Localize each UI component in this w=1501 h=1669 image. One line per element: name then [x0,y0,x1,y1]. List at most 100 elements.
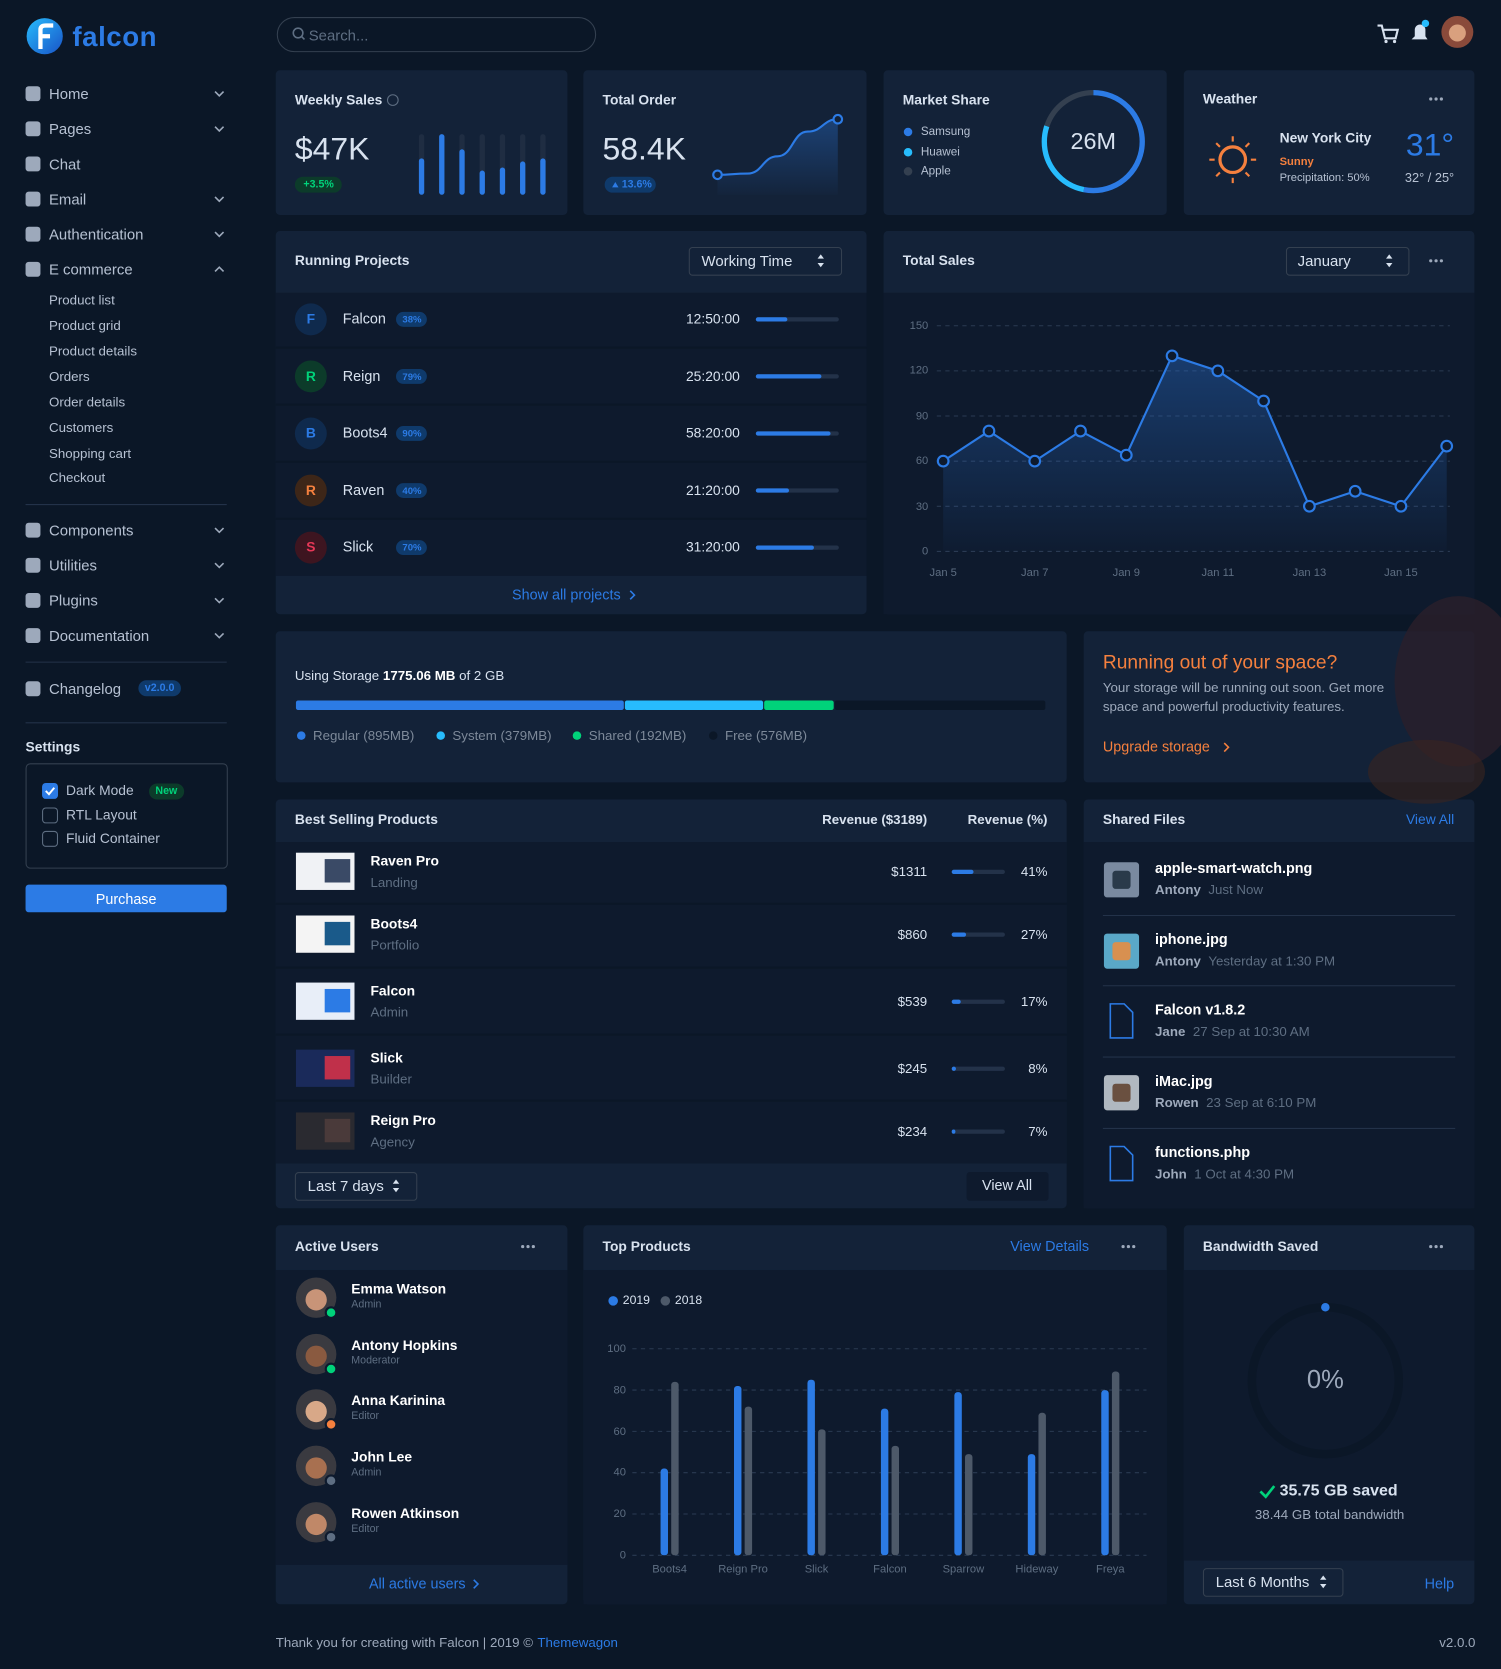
search-box [276,17,597,53]
nav-subitem[interactable]: Product list [48,292,115,308]
purchase-button[interactable]: Purchase [25,884,227,913]
nav-item[interactable]: Authentication [48,225,144,243]
nav-item[interactable]: Components [48,521,134,539]
nav-subitem[interactable]: Order details [48,394,126,410]
nav-item[interactable]: Changelog [48,680,122,698]
nav-item[interactable]: Pages [48,120,92,138]
user-name[interactable]: Antony Hopkins [351,1337,458,1354]
file-thumb-detail [1112,1083,1131,1102]
user-name[interactable]: Anna Karinina [351,1392,446,1409]
x-tick-label: Jan 11 [1201,566,1235,580]
temp-range: 32° / 25° [1404,170,1455,186]
setting-label[interactable]: RTL Layout [66,806,137,823]
setting-label[interactable]: Fluid Container [66,830,160,847]
product-name[interactable]: Reign Pro [370,1112,436,1129]
project-avatar [294,303,327,336]
nav-subitem[interactable]: Orders [48,369,90,385]
change-label: +3.5% [303,178,334,191]
upgrade-link[interactable]: Upgrade storage [1102,738,1210,755]
file-name[interactable]: Falcon v1.8.2 [1155,1001,1246,1018]
select [1285,246,1410,276]
menu-dot [1429,1244,1433,1249]
project-name[interactable]: Boots4 [342,424,388,441]
project-avatar [294,474,327,507]
product-name[interactable]: Raven Pro [370,852,439,869]
kpi-value: 58.4K [602,132,686,168]
nav-subitem[interactable]: Customers [48,420,114,436]
column-header: Revenue ($3189) [822,812,928,828]
help-link[interactable]: Help [1424,1575,1455,1592]
legend-dot [708,731,718,740]
x-tick-label: Falcon [873,1562,907,1576]
nav-subitem[interactable]: Checkout [48,470,106,486]
point [1211,364,1225,378]
search-icon [292,27,304,39]
sun-ray [1215,142,1221,148]
progress-label: 79% [402,371,422,382]
file-name[interactable]: functions.php [1155,1144,1251,1161]
product-name[interactable]: Falcon [370,982,416,999]
select [688,246,843,276]
thumbnail-detail [324,859,351,883]
nav-icon [25,592,41,608]
file-name[interactable]: iMac.jpg [1155,1073,1213,1090]
user-name[interactable]: John Lee [351,1448,413,1465]
footer-link[interactable]: All active users [368,1575,466,1592]
credit: Thank you for creating with Falcon | 201… [275,1635,534,1651]
nav-item[interactable]: Chat [48,155,81,173]
setting-label[interactable]: Dark Mode [66,782,134,799]
share-track [951,999,1005,1004]
brand: falcon [72,20,158,53]
user-name[interactable]: Rowen Atkinson [351,1505,460,1522]
storage-segment [834,700,1046,711]
upgrade-text: Your storage will be running out soon. G… [1102,680,1385,715]
storage-segment [764,700,834,711]
share-label: 7% [1028,1124,1048,1140]
y-tick-label: 60 [915,454,929,468]
file-user: Rowen [1155,1095,1199,1111]
nav-item[interactable]: Plugins [48,591,98,609]
nav-item[interactable]: Home [48,85,89,103]
user-role: Moderator [351,1355,400,1367]
user-face [305,1400,327,1423]
credit-link[interactable]: Themewagon [537,1635,618,1651]
select-label[interactable]: Working Time [701,252,793,270]
view-details-link[interactable]: View Details [1010,1238,1090,1255]
product-name[interactable]: Slick [370,1049,403,1066]
nav-item[interactable]: E commerce [48,260,133,278]
select-label[interactable]: Last 7 days [307,1177,384,1195]
nav-subitem[interactable]: Product details [48,343,137,359]
bar [1027,1454,1036,1556]
share-bar [951,1129,956,1134]
file-name[interactable]: apple-smart-watch.png [1155,860,1313,877]
product-name[interactable]: Boots4 [370,915,418,932]
legend-label: Shared (192MB) [588,728,687,744]
nav-icon [25,557,41,573]
nav-item[interactable]: Email [48,190,87,208]
select-label[interactable]: Last 6 Months [1215,1573,1310,1591]
nav-subitem[interactable]: Shopping cart [48,446,132,461]
avatar-face [1448,24,1466,42]
progress-label: 40% [402,485,422,496]
project-name[interactable]: Reign [342,367,381,384]
button [966,1172,1049,1201]
project-name[interactable]: Slick [342,539,374,556]
progress-badge [396,426,427,441]
nav-subitem[interactable]: Product grid [48,318,121,334]
view-all-link[interactable]: View All [1405,811,1455,828]
project-name[interactable]: Raven [342,482,385,498]
footer-link[interactable]: Show all projects [512,586,621,603]
search-placeholder[interactable]: Search... [308,26,369,44]
weather-card [1183,70,1475,216]
view-all-button[interactable]: View All [982,1177,1033,1194]
checkbox [42,807,59,824]
nav-item[interactable]: Utilities [48,556,98,574]
bell-icon [1411,24,1428,40]
user-name[interactable]: Emma Watson [351,1280,447,1297]
file-name[interactable]: iphone.jpg [1155,931,1228,948]
select-label[interactable]: January [1297,252,1351,270]
legend-label: Huawei [920,145,960,159]
project-name[interactable]: Falcon [342,310,386,327]
nav-item[interactable]: Documentation [48,627,150,645]
change-badge [294,176,342,193]
